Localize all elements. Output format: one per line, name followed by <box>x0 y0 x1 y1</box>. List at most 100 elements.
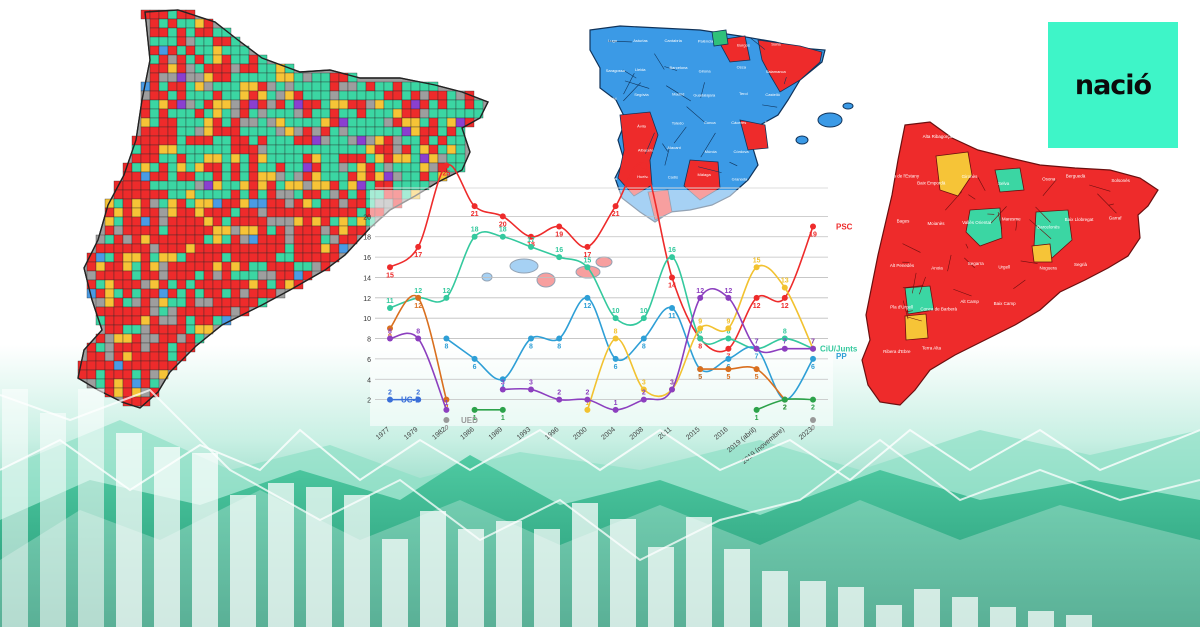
municipality <box>248 243 259 254</box>
municipality <box>293 99 304 110</box>
municipality <box>374 108 385 119</box>
municipality <box>167 297 178 308</box>
municipality <box>203 297 214 308</box>
municipality <box>185 333 196 344</box>
municipality <box>230 306 241 317</box>
municipality <box>239 144 250 155</box>
municipality <box>338 135 349 146</box>
municipality <box>122 180 133 191</box>
municipality <box>131 279 142 290</box>
municipality <box>248 252 259 263</box>
data-label: 2 <box>416 390 420 397</box>
municipality <box>212 189 223 200</box>
decor-bar <box>724 549 750 627</box>
municipality <box>338 243 349 254</box>
municipality <box>320 162 331 173</box>
municipality <box>329 207 340 218</box>
y-tick-label: 18 <box>363 235 371 242</box>
decor-bar <box>306 487 332 627</box>
municipality <box>176 153 187 164</box>
municipality <box>158 117 169 128</box>
municipality <box>158 63 169 74</box>
municipality <box>311 126 322 137</box>
municipality <box>95 351 106 362</box>
municipality <box>275 180 286 191</box>
municipality <box>149 36 160 47</box>
municipality <box>428 144 439 155</box>
data-point <box>528 335 534 342</box>
municipality <box>437 153 448 164</box>
municipality <box>239 135 250 146</box>
municipality <box>437 90 448 101</box>
data-label: 18 <box>471 227 479 234</box>
logo-text: nació <box>1074 69 1152 101</box>
province-label: Jaén <box>767 151 776 156</box>
municipality <box>230 90 241 101</box>
municipality <box>122 243 133 254</box>
municipality <box>266 180 277 191</box>
municipality <box>239 180 250 191</box>
municipality <box>428 126 439 137</box>
municipality <box>194 27 205 38</box>
municipality <box>320 90 331 101</box>
data-label: 3 <box>529 379 533 386</box>
municipality <box>149 288 160 299</box>
municipality <box>257 117 268 128</box>
municipality <box>311 108 322 119</box>
municipality <box>167 90 178 101</box>
y-tick-label: 2 <box>367 398 371 405</box>
decor-bar <box>610 519 636 627</box>
municipality <box>248 108 259 119</box>
province-label: Lleida <box>635 67 646 72</box>
municipality <box>257 207 268 218</box>
data-label: 3 <box>642 379 646 386</box>
municipality <box>302 162 313 173</box>
municipality <box>131 189 142 200</box>
municipality <box>176 72 187 83</box>
municipality <box>122 279 133 290</box>
data-label: 9 <box>698 318 702 325</box>
municipality <box>149 162 160 173</box>
comarca-label: Anoia <box>931 266 943 271</box>
data-point <box>387 305 393 311</box>
data-label: 7 <box>811 339 815 346</box>
municipality <box>293 216 304 227</box>
province-label: Palència <box>698 39 714 44</box>
municipality <box>437 99 448 110</box>
municipality <box>302 117 313 128</box>
municipality <box>401 81 412 92</box>
municipality <box>284 171 295 182</box>
municipality <box>122 207 133 218</box>
municipality <box>185 243 196 254</box>
municipality <box>167 342 178 353</box>
municipality <box>104 279 115 290</box>
municipality <box>140 243 151 254</box>
municipality <box>212 252 223 263</box>
municipality <box>167 306 178 317</box>
data-point <box>556 223 563 230</box>
municipality <box>275 216 286 227</box>
municipality <box>113 351 124 362</box>
municipality <box>95 297 106 308</box>
municipality <box>131 243 142 254</box>
municipality <box>239 243 250 254</box>
municipality <box>113 288 124 299</box>
municipality <box>437 144 448 155</box>
data-label: 17 <box>527 237 535 244</box>
municipality <box>131 252 142 263</box>
municipality-cells <box>77 9 484 407</box>
municipality <box>140 342 151 353</box>
municipality <box>455 162 466 173</box>
municipality <box>221 153 232 164</box>
municipality <box>311 225 322 236</box>
municipality <box>329 234 340 245</box>
municipality <box>203 261 214 272</box>
municipality <box>347 198 358 209</box>
municipality <box>455 117 466 128</box>
municipality <box>158 306 169 317</box>
municipality <box>311 117 322 128</box>
data-label: 17 <box>584 252 592 259</box>
municipality <box>212 153 223 164</box>
nacio-logo[interactable]: nació <box>1048 22 1178 148</box>
municipality <box>221 162 232 173</box>
